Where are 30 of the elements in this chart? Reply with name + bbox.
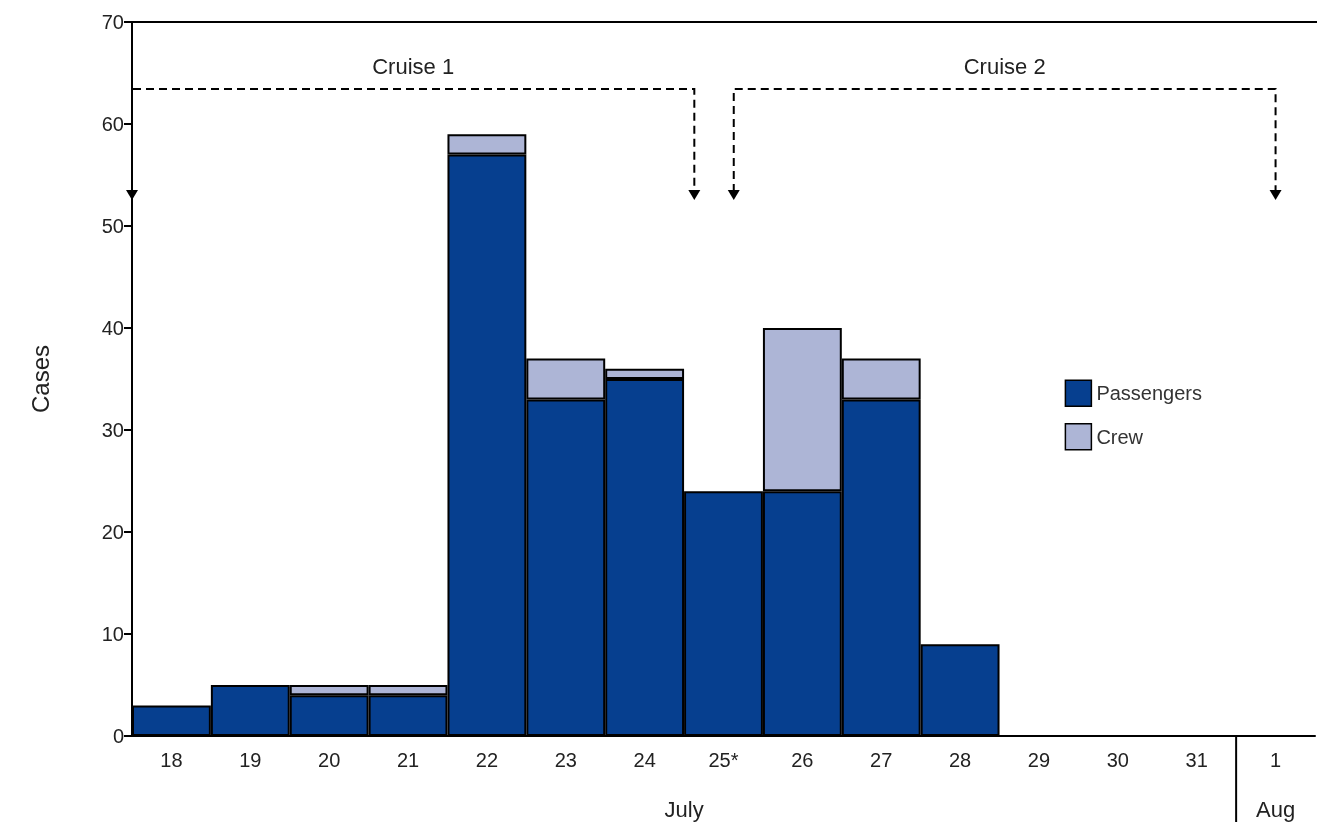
x-tick-label: 29 (1027, 749, 1051, 771)
y-tick-label: 20 (101, 521, 124, 543)
x-tick-label: 26 (791, 749, 814, 771)
x-tick-label: 21 (396, 749, 420, 771)
y-tick-label: 30 (101, 419, 124, 441)
x-tick-label: 23 (554, 749, 577, 771)
x-tick-label: 31 (1185, 749, 1208, 771)
legend-label: Passengers (1096, 382, 1203, 405)
y-tick-label: 50 (101, 215, 124, 237)
y-tick-label: 60 (101, 113, 124, 135)
y-tick-label: 0 (112, 725, 124, 747)
x-tick-label: 19 (239, 749, 262, 771)
x-tick-label: 22 (475, 749, 499, 771)
y-tick-label: 70 (101, 11, 124, 33)
annotation: Cruise 2 (963, 53, 1046, 79)
annotation: Cruise 1 (372, 53, 455, 79)
x-tick-label: 24 (633, 749, 656, 771)
x-tick-label: 20 (318, 749, 341, 771)
x-tick-label: 18 (160, 749, 183, 771)
x-tick-label: 1 (1270, 749, 1282, 771)
x-tick-label: 28 (948, 749, 972, 771)
x-axis-title: July (664, 796, 704, 822)
y-tick-label: 10 (101, 623, 124, 645)
x-tick-label: 25* (708, 749, 739, 771)
text: Aug (1255, 796, 1296, 822)
y-tick-label: 40 (101, 317, 124, 339)
legend-label: Crew (1096, 425, 1144, 448)
x-tick-label: 30 (1106, 749, 1129, 771)
x-tick-label: 27 (870, 749, 893, 771)
y-axis-title: Cases (26, 344, 54, 414)
